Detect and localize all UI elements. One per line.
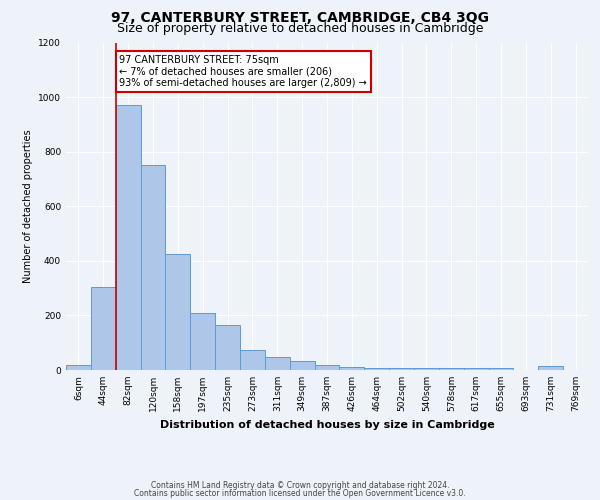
Bar — [364, 368, 389, 370]
Text: Contains HM Land Registry data © Crown copyright and database right 2024.: Contains HM Land Registry data © Crown c… — [151, 481, 449, 490]
Bar — [414, 368, 439, 370]
Bar — [166, 254, 190, 370]
Bar — [265, 357, 290, 370]
Text: Contains public sector information licensed under the Open Government Licence v3: Contains public sector information licen… — [134, 489, 466, 498]
Text: 97 CANTERBURY STREET: 75sqm
← 7% of detached houses are smaller (206)
93% of sem: 97 CANTERBURY STREET: 75sqm ← 7% of deta… — [119, 55, 367, 88]
Bar — [439, 368, 464, 370]
Bar — [314, 365, 340, 370]
Bar — [66, 364, 91, 370]
Text: 97, CANTERBURY STREET, CAMBRIDGE, CB4 3QG: 97, CANTERBURY STREET, CAMBRIDGE, CB4 3Q… — [111, 11, 489, 25]
X-axis label: Distribution of detached houses by size in Cambridge: Distribution of detached houses by size … — [160, 420, 494, 430]
Bar — [340, 366, 364, 370]
Bar — [464, 368, 488, 370]
Bar — [538, 366, 563, 370]
Bar — [488, 368, 514, 370]
Y-axis label: Number of detached properties: Number of detached properties — [23, 130, 32, 283]
Bar — [389, 368, 414, 370]
Bar — [290, 361, 314, 370]
Text: Size of property relative to detached houses in Cambridge: Size of property relative to detached ho… — [117, 22, 483, 35]
Bar — [240, 350, 265, 370]
Bar — [116, 106, 140, 370]
Bar — [215, 325, 240, 370]
Bar — [91, 287, 116, 370]
Bar — [140, 166, 166, 370]
Bar — [190, 312, 215, 370]
